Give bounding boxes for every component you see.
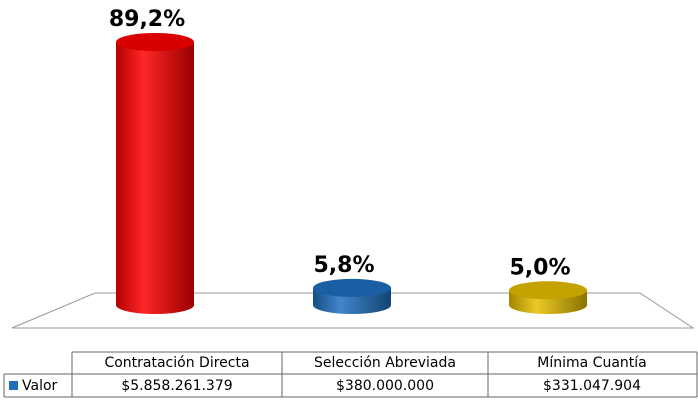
table-cell: $5.858.261.379 (121, 378, 232, 394)
data-label: 5,0% (509, 255, 570, 280)
bar-top (509, 281, 587, 300)
table-header: Mínima Cuantía (537, 355, 646, 371)
table-header: Contratación Directa (104, 355, 249, 371)
legend-label: Valor (22, 378, 58, 394)
bar-top (116, 33, 194, 51)
table-cell: $380.000.000 (336, 378, 434, 394)
bar-top (313, 278, 391, 297)
legend-swatch (9, 381, 18, 390)
table-header: Selección Abreviada (314, 355, 456, 371)
data-table-grid (3, 351, 698, 398)
table-cell: $331.047.904 (543, 378, 641, 394)
bar (116, 42, 194, 314)
data-label: 89,2% (109, 7, 185, 32)
data-label: 5,8% (313, 253, 374, 278)
